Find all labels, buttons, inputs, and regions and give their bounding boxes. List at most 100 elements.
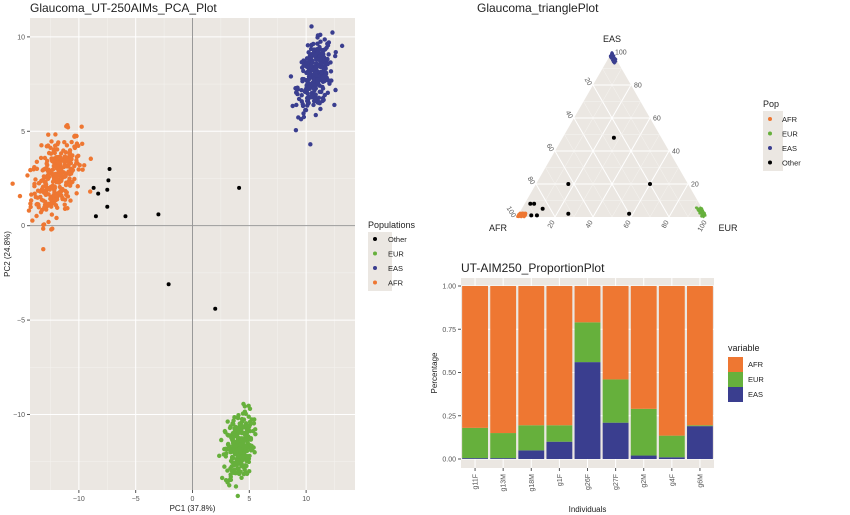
proportion-bar-eas: [490, 458, 517, 459]
pca-point-eur: [228, 458, 234, 464]
pca-legend-key-other: [373, 237, 377, 241]
pca-point-eas: [305, 98, 310, 104]
pca-point-afr: [61, 148, 66, 153]
pca-point-eur: [246, 414, 251, 419]
pca-x-axis-label: PC1 (37.8%): [170, 504, 216, 513]
pca-point-eas: [300, 103, 306, 109]
ternary-tick-eas: 60: [653, 116, 661, 123]
pca-point-afr: [40, 184, 46, 190]
pca-point-afr: [54, 147, 60, 152]
pca-points: [10, 24, 345, 499]
ternary-point-eur: [700, 214, 703, 218]
ternary-ticks: 20 20 20 40 40 40 60 60 60 80 80 80 100 100 100: [505, 50, 709, 234]
pca-point-afr: [46, 132, 51, 137]
pca-point-afr: [43, 189, 49, 194]
proportion-legend-label-eur: EUR: [748, 375, 764, 384]
pca-title: Glaucoma_UT-250AIMs_PCA_Plot: [30, 1, 217, 15]
pca-point-eur: [238, 450, 243, 456]
pca-point-afr: [54, 205, 60, 210]
proportion-x-axis-label: Individuals: [569, 505, 607, 514]
pca-point-afr: [28, 204, 33, 210]
pca-point-eas: [322, 92, 327, 98]
pca-x-tick-label: 0: [191, 496, 195, 503]
pca-point-afr: [52, 143, 58, 148]
pca-point-eas: [296, 96, 302, 102]
ternary-tick-afr: 40: [564, 110, 574, 120]
ternary-tick-eas: 100: [615, 50, 627, 57]
ternary-gridline-afr: [583, 101, 651, 218]
pca-legend-key-afr: [373, 280, 377, 285]
pca-point-afr: [32, 164, 37, 170]
ternary-plot: Glaucoma_trianglePlot 20 20 20 40 40 40 60 60 60…: [477, 1, 801, 233]
proportion-bar-eur: [630, 408, 657, 456]
pca-point-afr: [38, 155, 44, 161]
proportion-bar-eur: [574, 322, 601, 363]
pca-point-eas: [317, 89, 322, 95]
pca-legend-key-bg: [368, 232, 392, 291]
pca-plot: Glaucoma_UT-250AIMs_PCA_Plot −10 −5 0 5 10 10…: [3, 1, 416, 513]
ternary-gridline-afr: [554, 150, 594, 218]
ternary-gridline-eur: [668, 183, 689, 218]
pca-point-afr: [50, 167, 56, 172]
pca-point-eur: [233, 449, 239, 455]
pca-point-eur: [246, 403, 251, 409]
pca-point-eur: [252, 427, 258, 432]
ternary-point-eas: [610, 53, 613, 56]
pca-point-eas: [320, 98, 325, 104]
pca-y-tick-label: 5: [21, 129, 25, 136]
pca-point-afr: [63, 155, 69, 160]
pca-point-afr: [49, 204, 54, 209]
ternary-legend-label-eur: EUR: [782, 130, 798, 139]
pca-point-eas: [299, 93, 304, 98]
pca-point-eas: [308, 55, 313, 61]
pca-ticks: −10 −5 0 5 10 10 5 0 −5 −10: [13, 34, 310, 503]
ternary-tick-eur: 100: [697, 219, 709, 233]
pca-point-eur: [219, 437, 224, 443]
proportion-bar-eas: [687, 426, 713, 459]
pca-point-eas: [310, 80, 315, 86]
pca-point-eur: [233, 470, 238, 476]
pca-point-eas: [301, 114, 307, 120]
pca-point-afr: [68, 160, 74, 166]
pca-point-afr: [62, 202, 67, 207]
pca-point-other: [156, 212, 161, 217]
pca-point-eas: [293, 127, 299, 133]
pca-point-other: [105, 187, 110, 192]
pca-point-eas: [328, 69, 334, 74]
pca-point-eur: [219, 475, 225, 481]
proportion-bar-eas: [518, 450, 545, 459]
pca-point-other: [237, 185, 242, 190]
pca-point-eur: [248, 437, 254, 442]
pca-point-eas: [325, 90, 331, 96]
pca-point-eas: [325, 78, 330, 83]
ternary-point-other: [648, 182, 652, 186]
pca-point-eur: [223, 478, 229, 483]
pca-point-afr: [65, 125, 71, 130]
proportion-ticks: g11F g13M g18M g1F g26F g27F g2M g4F g6M 0.00 0.25…: [442, 284, 704, 492]
proportion-x-tick-label: g11F: [473, 474, 480, 489]
pca-point-eas: [322, 37, 327, 42]
proportion-plot: UT-AIM250_ProportionPlot g11F g13M g18M g1F…: [430, 261, 764, 514]
pca-point-afr: [50, 179, 56, 185]
ternary-tick-afr: 20: [583, 77, 593, 87]
ternary-gridline-afr: [535, 183, 556, 218]
pca-point-afr: [52, 172, 58, 177]
pca-point-eas: [290, 103, 295, 109]
pca-point-afr: [46, 150, 52, 156]
pca-point-eas: [305, 43, 311, 48]
pca-y-tick-label: −10: [13, 412, 25, 419]
pca-point-eur: [237, 471, 242, 477]
ternary-point-other: [540, 206, 545, 211]
pca-point-eur: [226, 444, 232, 449]
pca-point-eas: [333, 87, 338, 93]
proportion-x-tick-label: g13M: [501, 474, 508, 492]
pca-point-afr: [68, 181, 73, 186]
pca-point-afr: [45, 173, 50, 178]
pca-point-afr: [64, 143, 70, 148]
proportion-bars: [462, 286, 713, 459]
pca-point-afr: [55, 160, 61, 166]
pca-point-afr: [39, 143, 44, 148]
ternary-legend: Pop AFR EUR EAS Other: [763, 99, 801, 171]
pca-point-afr: [32, 191, 37, 196]
pca-point-eas: [339, 43, 345, 49]
